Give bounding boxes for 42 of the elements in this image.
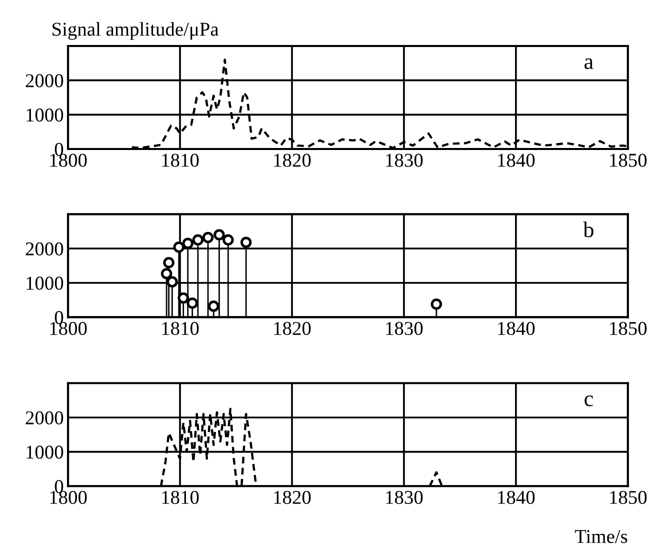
point xyxy=(163,256,174,268)
x-tick-label: 1850 xyxy=(610,154,647,167)
x-tick-label: 1850 xyxy=(610,322,647,336)
annotation: b xyxy=(583,222,594,238)
y-tick-label: 2000 xyxy=(26,242,64,256)
x-tick-label: 1830 xyxy=(386,490,423,504)
y-tick-label: 2000 xyxy=(26,411,64,424)
y-tick-label: 0 xyxy=(54,142,64,156)
point xyxy=(173,242,185,253)
point xyxy=(160,268,172,280)
point xyxy=(192,234,204,246)
point xyxy=(178,292,190,304)
x-tick-label: 1830 xyxy=(386,322,423,336)
x-tick-label: 1850 xyxy=(610,490,647,504)
annotation: c xyxy=(584,396,593,406)
y-axis-title: Signal amplitude/μPa xyxy=(52,22,219,40)
y-tick-label: 1000 xyxy=(26,108,64,122)
point xyxy=(182,238,194,250)
point xyxy=(222,234,234,246)
point xyxy=(214,229,225,240)
point xyxy=(208,300,220,312)
annotation: a xyxy=(584,58,594,70)
point xyxy=(240,236,252,248)
x-tick-label: 1840 xyxy=(498,490,535,504)
x-tick-label: 1840 xyxy=(498,322,535,336)
x-tick-label: 1830 xyxy=(386,154,423,167)
x-tick-label: 1800 xyxy=(50,154,87,167)
x-tick-label: 1840 xyxy=(498,154,535,167)
x-tick-label: 1810 xyxy=(162,154,199,167)
x-tick-label: 1810 xyxy=(162,322,199,336)
x-axis-title: Time/s xyxy=(574,530,628,544)
x-tick-label: 1810 xyxy=(162,490,199,504)
point xyxy=(430,298,442,310)
x-tick-label: 1820 xyxy=(274,490,311,504)
y-tick-label: 1000 xyxy=(26,446,64,459)
y-tick-label: 1000 xyxy=(26,276,64,290)
point xyxy=(166,276,178,288)
point xyxy=(202,232,214,244)
y-tick-label: 2000 xyxy=(26,74,64,88)
x-tick-label: 1820 xyxy=(274,322,311,336)
point xyxy=(186,297,198,309)
x-tick-label: 1820 xyxy=(274,154,311,167)
